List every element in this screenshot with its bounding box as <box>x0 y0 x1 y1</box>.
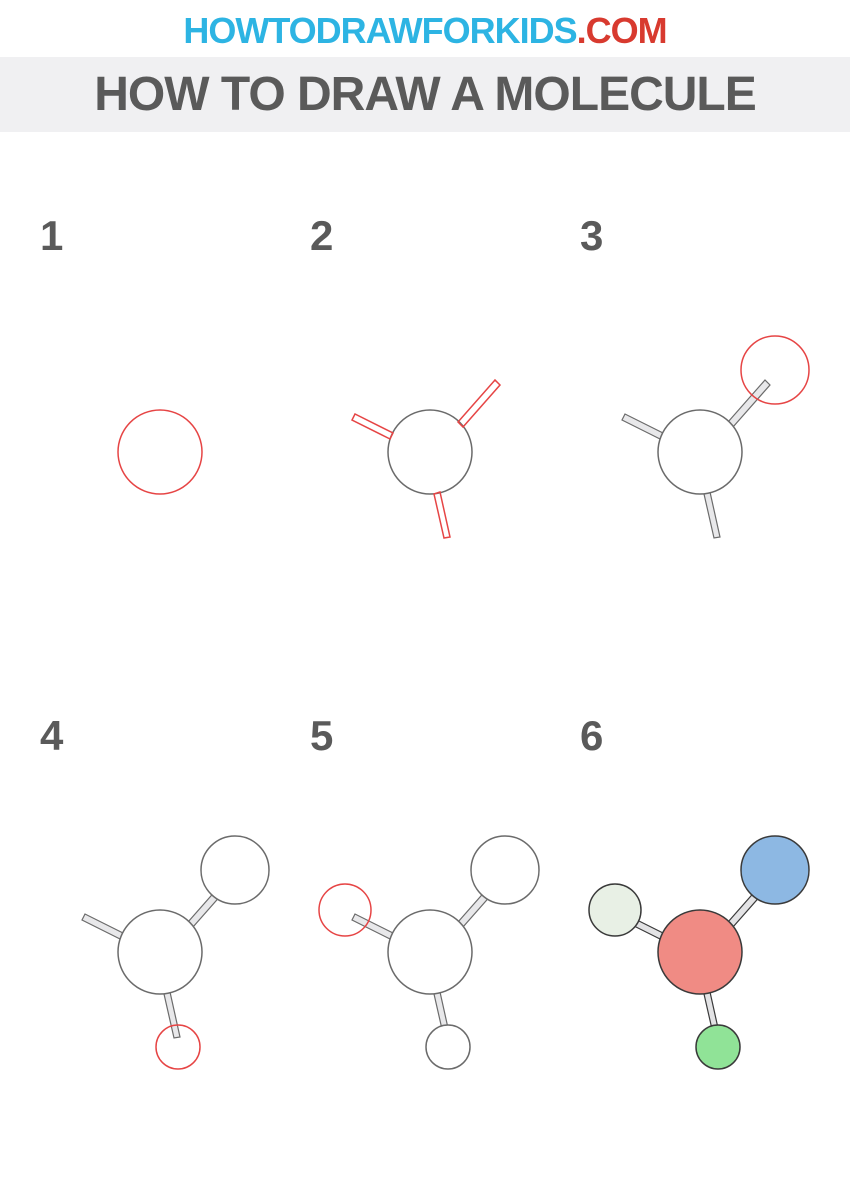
logo-tld: .COM <box>577 10 667 51</box>
step-drawing-5 <box>290 692 560 1192</box>
step-drawing-1 <box>20 192 290 692</box>
step-cell-4: 4 <box>20 692 290 1192</box>
step-drawing-6 <box>560 692 830 1192</box>
step-cell-5: 5 <box>290 692 560 1192</box>
step-cell-2: 2 <box>290 192 560 692</box>
site-logo: HOWTODRAWFORKIDS.COM <box>0 10 850 52</box>
title-bar: HOW TO DRAW A MOLECULE <box>0 57 850 132</box>
step-drawing-4 <box>20 692 290 1192</box>
step-drawing-3 <box>560 192 830 692</box>
steps-grid: 1 2 3 4 <box>0 192 850 1192</box>
step-cell-6: 6 <box>560 692 830 1192</box>
page-title: HOW TO DRAW A MOLECULE <box>0 67 850 122</box>
step-cell-1: 1 <box>20 192 290 692</box>
site-header: HOWTODRAWFORKIDS.COM <box>0 0 850 52</box>
step-cell-3: 3 <box>560 192 830 692</box>
logo-name: HOWTODRAWFORKIDS <box>183 10 576 51</box>
step-drawing-2 <box>290 192 560 692</box>
